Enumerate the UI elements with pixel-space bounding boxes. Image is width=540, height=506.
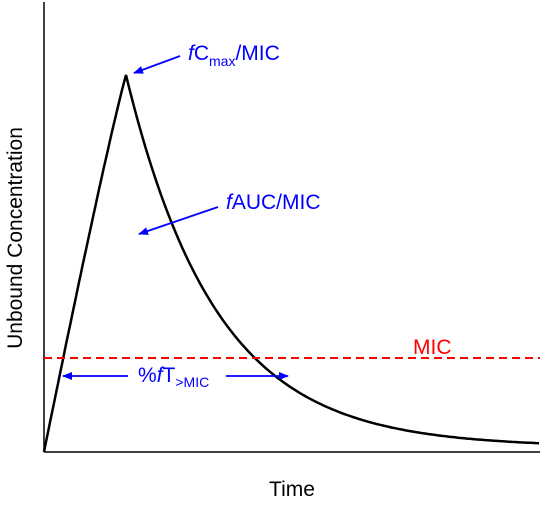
auc-annotation: fAUC/MIC — [226, 191, 321, 214]
x-axis-title: Time — [269, 478, 315, 501]
cmax-annotation: fCmax/MIC — [188, 42, 280, 69]
concentration-time-curve — [42, 74, 540, 453]
y-axis-title: Unbound Concentration — [4, 127, 27, 349]
auc-arrow — [138, 206, 219, 235]
mic-line-label: MIC — [413, 336, 452, 359]
time-above-annotation: %fT>MIC — [138, 364, 209, 390]
cmax-arrow — [133, 55, 181, 74]
